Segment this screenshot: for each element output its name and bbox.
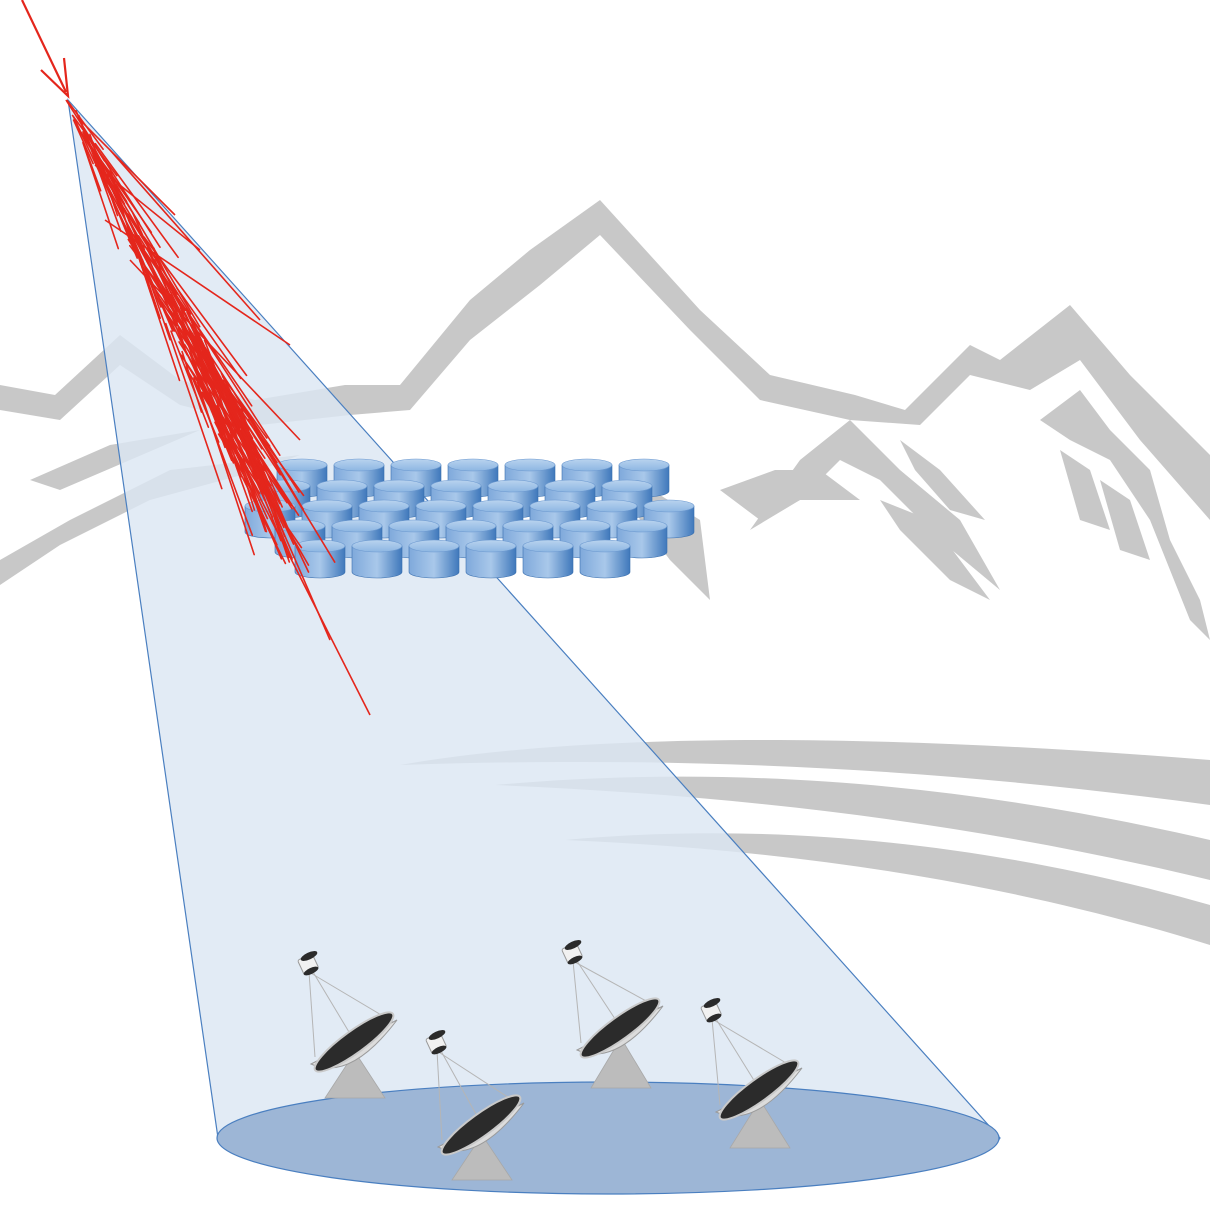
- telescope-mount: [324, 1051, 386, 1099]
- shower-track: [79, 119, 176, 216]
- shower-track: [83, 128, 126, 205]
- telescope-mirror: [718, 1059, 800, 1121]
- cherenkov-light-cone: [67, 98, 1001, 1195]
- incoming-particle-arrow: [21, 0, 70, 99]
- shower-track: [165, 322, 223, 490]
- shower-track: [157, 267, 253, 407]
- shower-track: [170, 330, 210, 429]
- telescope-mirror: [440, 1094, 522, 1156]
- shower-track: [181, 350, 203, 413]
- telescope-mirror: [579, 997, 661, 1059]
- shower-track: [157, 277, 210, 362]
- shower-track: [159, 299, 371, 716]
- shower-track: [94, 142, 179, 259]
- shower-track: [78, 114, 122, 232]
- water-tank: [465, 539, 517, 579]
- shower-track: [109, 149, 261, 321]
- telescope-mount: [729, 1099, 791, 1149]
- water-tank: [579, 539, 631, 579]
- shower-track: [132, 234, 186, 312]
- telescope: [297, 951, 398, 1099]
- shower-track: [94, 164, 201, 251]
- water-tank-array: [244, 458, 695, 579]
- shower-track: [192, 339, 224, 435]
- telescope-mirror: [313, 1011, 395, 1073]
- shower-track: [176, 287, 242, 380]
- ground-light-pool: [216, 1081, 1000, 1195]
- shower-track: [218, 399, 267, 533]
- telescope-mount: [590, 1037, 652, 1089]
- shower-track: [71, 114, 118, 177]
- shower-track: [100, 167, 139, 237]
- shower-track: [72, 119, 94, 165]
- telescope: [700, 998, 803, 1149]
- shower-track: [144, 273, 161, 320]
- telescope-mount: [451, 1134, 513, 1181]
- shower-track: [104, 219, 291, 346]
- shower-track: [153, 247, 188, 356]
- shower-track: [192, 380, 220, 443]
- shower-track: [83, 144, 102, 192]
- water-tank: [408, 539, 460, 579]
- shower-track: [196, 381, 255, 556]
- shower-track: [129, 259, 301, 441]
- shower-track: [159, 298, 198, 354]
- particle-shower: [65, 99, 371, 716]
- telescope-array: [297, 940, 803, 1181]
- water-tank: [522, 539, 574, 579]
- shower-track: [141, 259, 171, 341]
- shower-track: [199, 339, 331, 641]
- shower-track: [185, 307, 239, 419]
- shower-track: [233, 391, 305, 511]
- shower-track: [198, 355, 274, 518]
- shower-track: [207, 400, 278, 546]
- water-tank: [504, 458, 556, 498]
- water-tank: [351, 539, 403, 579]
- telescope: [561, 940, 664, 1089]
- telescope: [425, 1030, 525, 1181]
